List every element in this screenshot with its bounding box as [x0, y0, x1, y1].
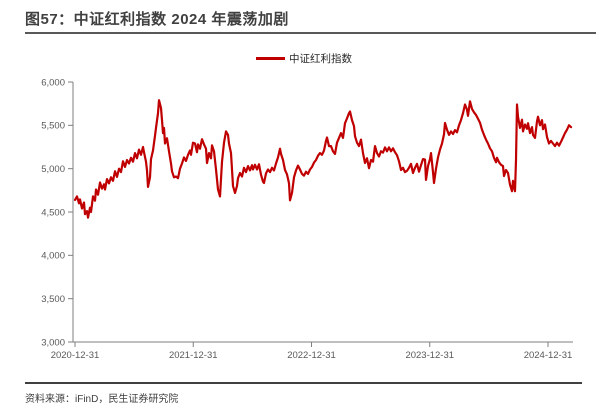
- footer-divider: [25, 382, 582, 384]
- x-axis-tick-label: 2024-12-31: [524, 350, 573, 361]
- y-axis-tick-label: 3,500: [41, 294, 65, 305]
- y-axis-tick-label: 3,000: [41, 337, 65, 348]
- legend-line-swatch: [256, 56, 285, 60]
- chart-legend: 中证红利指数: [256, 51, 352, 65]
- y-axis-tick-label: 4,000: [41, 251, 65, 262]
- y-axis-tick-label: 5,500: [41, 121, 65, 132]
- legend-series-label: 中证红利指数: [289, 52, 352, 65]
- y-axis-tick-label: 5,000: [41, 164, 65, 175]
- index-series-line: [73, 99, 573, 219]
- x-axis-tick-label: 2020-12-31: [51, 350, 100, 361]
- title-divider: [25, 32, 596, 34]
- x-axis-tick-label: 2023-12-31: [405, 350, 454, 361]
- x-axis-tick-label: 2022-12-31: [287, 350, 336, 361]
- x-axis-tick-label: 2021-12-31: [169, 350, 218, 361]
- source-note: 资料来源：iFinD，民生证券研究院: [25, 394, 179, 405]
- y-axis-tick-label: 4,500: [41, 207, 65, 218]
- figure-title: 图57：中证红利指数 2024 年震荡加剧: [25, 11, 289, 28]
- y-axis-tick-label: 6,000: [41, 77, 65, 88]
